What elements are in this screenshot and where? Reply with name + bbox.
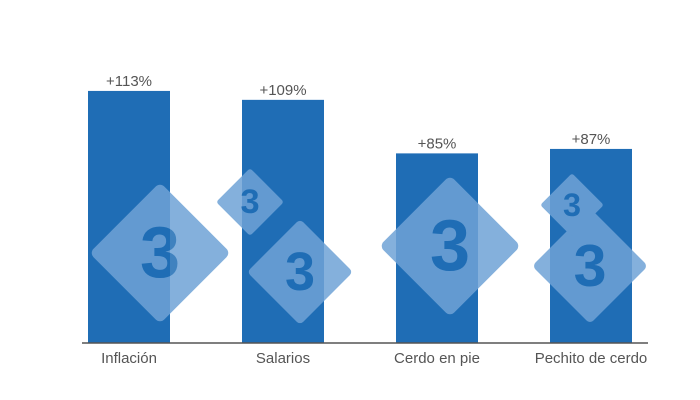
data-labels-layer: +113% +109% +85% +87%: [106, 73, 610, 152]
data-label-0: +113%: [106, 73, 152, 90]
x-tick-labels-layer: Inflación Salarios Cerdo en pie Pechito de …: [101, 350, 647, 367]
x-tick-label-3: Pechito de cerdo: [535, 350, 648, 367]
data-label-2: +85%: [418, 135, 457, 152]
x-tick-label-1: Salarios: [256, 350, 310, 367]
data-label-1: +109%: [259, 82, 306, 99]
x-tick-label-2: Cerdo en pie: [394, 350, 480, 367]
x-tick-label-0: Inflación: [101, 350, 157, 367]
data-label-3: +87%: [572, 131, 611, 148]
